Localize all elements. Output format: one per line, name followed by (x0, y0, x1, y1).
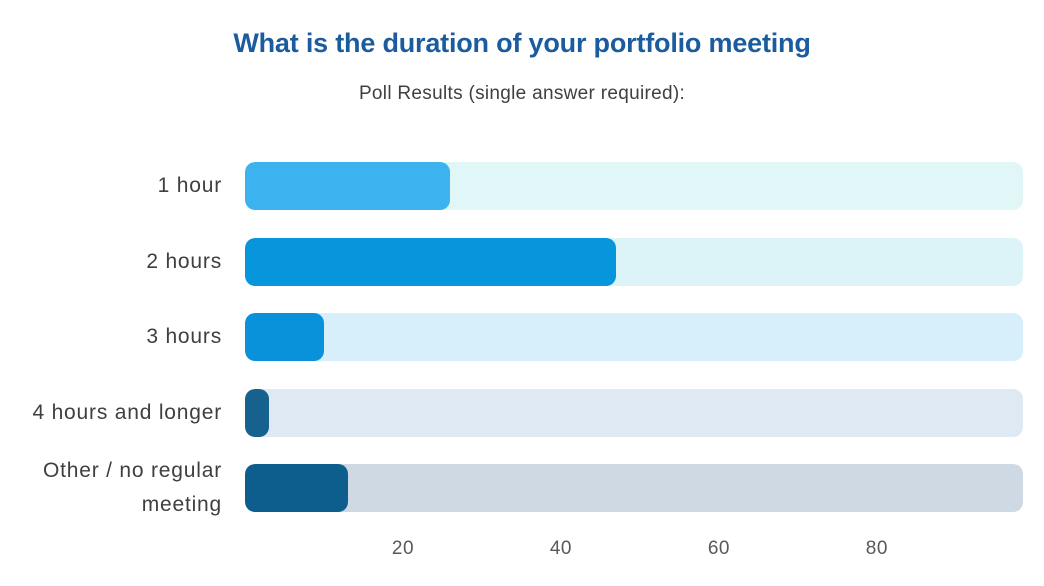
bar-track (245, 389, 1023, 437)
category-label: 4 hours and longer (32, 401, 222, 424)
category-label: Other / no regular meeting (43, 459, 222, 516)
chart-subtitle: Poll Results (single answer required): (358, 83, 686, 104)
bar-fill (245, 238, 617, 286)
bar-track (245, 313, 1023, 361)
x-axis-tick-label: 60 (707, 538, 730, 559)
x-axis-tick-label: 80 (865, 538, 888, 559)
category-label: 1 hour (157, 174, 222, 197)
bar-fill (245, 389, 269, 437)
bar-track (245, 464, 1023, 512)
category-label: 2 hours (146, 250, 222, 273)
bar-fill (245, 162, 451, 210)
x-axis-tick-label: 40 (549, 538, 572, 559)
chart-title: What is the duration of your portfolio m… (233, 28, 811, 58)
bar-fill (245, 464, 348, 512)
category-label: 3 hours (146, 325, 222, 348)
bar-fill (245, 313, 324, 361)
x-axis-tick-label: 20 (391, 538, 415, 559)
bar-track (245, 238, 1023, 286)
bar-track (245, 162, 1023, 210)
